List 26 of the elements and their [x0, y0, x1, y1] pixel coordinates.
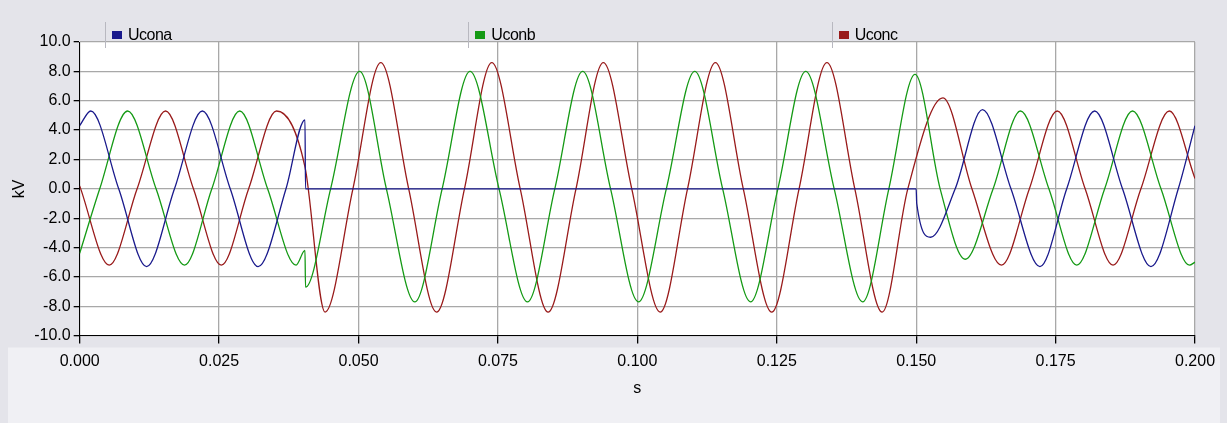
x-tick-label: 0.125 [756, 351, 797, 369]
y-tick-label: 10.0 [39, 32, 71, 50]
legend-label: Uconb [491, 26, 536, 44]
y-tick-label: -2.0 [43, 208, 71, 226]
y-tick-label: -10.0 [34, 326, 71, 344]
y-tick-label: -6.0 [43, 267, 71, 285]
y-tick-label: 2.0 [48, 149, 71, 167]
y-axis-title: kV [10, 179, 28, 199]
x-tick-label: 0.100 [617, 351, 658, 369]
x-tick-label: 0.175 [1035, 351, 1076, 369]
x-tick-label: 0.000 [59, 351, 100, 369]
y-tick-label: 8.0 [48, 61, 71, 79]
x-tick-label: 0.050 [338, 351, 379, 369]
x-tick-label: 0.150 [896, 351, 937, 369]
line-series [79, 108, 1195, 268]
y-tick-label: -8.0 [43, 296, 71, 314]
x-tick-label: 0.025 [199, 351, 240, 369]
y-tick-label: -4.0 [43, 237, 71, 255]
y-tick-label: 4.0 [48, 120, 71, 138]
x-axis-title: s [633, 378, 642, 396]
x-tick-label: 0.200 [1174, 351, 1216, 369]
y-tick-label: 6.0 [48, 91, 71, 109]
legend-label: Ucona [128, 26, 172, 44]
x-tick-label: 0.075 [477, 351, 519, 369]
legend-label: Uconc [854, 26, 898, 44]
y-tick-label: 0.0 [48, 179, 71, 197]
